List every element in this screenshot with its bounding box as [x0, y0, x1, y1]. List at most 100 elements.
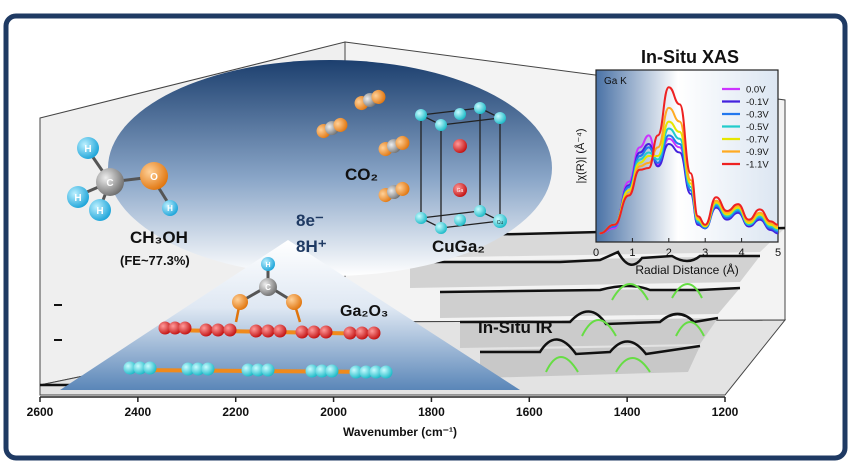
- hydrogen-atom: [89, 199, 111, 221]
- co2-label: CO₂: [345, 165, 378, 184]
- co2-molecule: [378, 135, 410, 157]
- copper-atom: [359, 365, 373, 379]
- ir-tick-label: 1200: [712, 405, 739, 419]
- ir-tick-label: 1800: [418, 405, 445, 419]
- copper-atom: [454, 108, 466, 120]
- gallium-atom: [343, 326, 357, 340]
- gallium-atom: [223, 323, 237, 337]
- gallium-atom: [319, 325, 333, 339]
- carbon-atom: [96, 168, 124, 196]
- ir-x-axis: 2600 2400 2200 2000 1800 1600 1400 1200 Wavenum…: [27, 396, 739, 439]
- xas-tick-label: 1: [629, 247, 635, 259]
- svg-text:Ga: Ga: [457, 188, 464, 194]
- xas-chart: 0 1 2 3 4 5 Ga K Radial Distance (Å) |χ(R)| (…: [574, 69, 781, 277]
- gallium-atom: [178, 321, 192, 335]
- gallium-atom: [199, 323, 213, 337]
- gallium-atom: [273, 324, 287, 338]
- gallium-atom: [168, 321, 182, 335]
- ir-peak-1: [611, 283, 649, 301]
- protons-label: 8H⁺: [296, 237, 327, 256]
- svg-text:H: H: [74, 193, 81, 204]
- ir-tick-label: 2400: [125, 405, 152, 419]
- ir-peak-4: [675, 321, 705, 337]
- copper-atom: [133, 361, 147, 375]
- ir-spectrum-trace-3: [439, 284, 741, 294]
- copper-atom: [435, 222, 447, 234]
- xas-x-ticks: 0 1 2 3 4 5: [593, 238, 781, 259]
- xas-legend-label: -0.1V: [746, 97, 769, 108]
- svg-text:H: H: [84, 144, 91, 155]
- copper-atom: [325, 364, 339, 378]
- ga2o3-label: Ga₂O₃: [340, 303, 388, 320]
- copper-atom: [315, 364, 329, 378]
- xas-tick-label: 2: [666, 247, 672, 259]
- xas-legend: 0.0V-0.1V -0.3V-0.5V -0.7V-0.9V -1.1V: [722, 85, 769, 171]
- gallium-atom: [355, 326, 369, 340]
- ch3oh-label: CH₃OH: [130, 228, 188, 247]
- svg-text:Cu: Cu: [497, 220, 504, 226]
- xas-legend-label: -0.7V: [746, 135, 769, 146]
- gallium-atom: [307, 325, 321, 339]
- copper-atom: [201, 362, 215, 376]
- copper-atom: [379, 365, 393, 379]
- gallium-atom: [453, 183, 467, 197]
- faradaic-efficiency-label: (FE~77.3%): [120, 253, 190, 268]
- gallium-atom: [295, 325, 309, 339]
- xas-series-lines: [599, 86, 778, 235]
- ir-peak-5: [545, 356, 579, 373]
- co2-molecule: [378, 181, 410, 203]
- svg-text:O: O: [150, 172, 158, 183]
- copper-atom: [261, 363, 275, 377]
- carbon-atom: [259, 278, 277, 296]
- ir-tick-label: 1400: [614, 405, 641, 419]
- insitu-ir-label: In-Situ IR: [478, 318, 553, 337]
- copper-atom: [454, 214, 466, 226]
- ir-spectrum-trace-5: [480, 338, 701, 356]
- ir-peak-6: [615, 357, 651, 373]
- ir-tick-label: 1600: [516, 405, 543, 419]
- co2-molecule: [316, 117, 348, 139]
- xas-legend-label: 0.0V: [746, 85, 766, 96]
- ga2o3-layer: [158, 321, 381, 340]
- copper-atom: [251, 363, 265, 377]
- cuga2-unit-cell: Ga Cu: [415, 102, 507, 234]
- copper-atom: [369, 365, 383, 379]
- cuga2-surface-layer: [123, 361, 393, 379]
- cuga2-label: CuGa₂: [432, 237, 485, 256]
- xas-tick-label: 0: [593, 247, 599, 259]
- svg-text:C: C: [106, 178, 113, 189]
- copper-atom: [181, 362, 195, 376]
- gallium-atom: [211, 323, 225, 337]
- gallium-atom: [158, 321, 172, 335]
- copper-atom: [191, 362, 205, 376]
- xas-series-line: [599, 86, 778, 235]
- gallium-atom: [367, 326, 381, 340]
- ir-peak-3: [581, 319, 617, 337]
- catalyst-triangle: [60, 240, 520, 390]
- copper-atom: [435, 119, 447, 131]
- xas-y-axis-title: |χ(R)| (Å⁻⁴): [574, 128, 587, 183]
- copper-atom: [143, 361, 157, 375]
- xas-legend-label: -1.1V: [746, 160, 769, 171]
- methanol-molecule: H H H C O H: [67, 137, 178, 221]
- copper-atom: [305, 364, 319, 378]
- xas-title: In-Situ XAS: [641, 47, 739, 67]
- ir-peak-2: [671, 283, 703, 299]
- hydrogen-atom: [77, 137, 99, 159]
- surface-formate: H C: [232, 257, 302, 323]
- electrons-label: 8e⁻: [296, 211, 324, 230]
- svg-text:H: H: [167, 204, 173, 213]
- copper-atom: [241, 363, 255, 377]
- hydrogen-atom: [261, 257, 275, 271]
- svg-text:H: H: [96, 206, 103, 217]
- copper-atom: [474, 102, 486, 114]
- copper-atom: [415, 212, 427, 224]
- hydrogen-atom: [162, 200, 178, 216]
- hydrogen-atom: [67, 186, 89, 208]
- copper-atom: [493, 214, 507, 228]
- ir-tick-label: 2600: [27, 405, 54, 419]
- xas-legend-label: -0.5V: [746, 122, 769, 133]
- copper-atom: [123, 361, 137, 375]
- xas-tick-label: 3: [702, 247, 708, 259]
